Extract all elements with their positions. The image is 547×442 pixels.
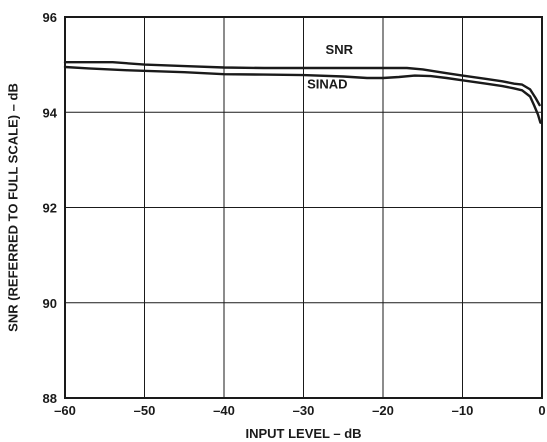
y-axis-title: SNR (REFERRED TO FULL SCALE) – dB [5,83,20,332]
x-tick-label: 0 [538,403,545,418]
tick-labels: –60 –50 –40 –30 –20 –10 0 88 90 92 94 96 [43,10,546,418]
y-tick-label: 92 [43,201,57,216]
x-tick-label: –40 [213,403,235,418]
series-line-sinad [63,65,542,124]
y-tick-label: 88 [43,391,57,406]
series-lines [63,61,542,124]
series-annotations: SNR SINAD [307,42,353,91]
series-label-sinad: SINAD [307,76,347,91]
x-tick-label: –30 [293,403,315,418]
x-axis-title: INPUT LEVEL – dB [245,426,361,441]
series-label-snr: SNR [326,42,354,57]
x-tick-label: –10 [452,403,474,418]
y-tick-label: 94 [43,105,58,120]
x-tick-label: –60 [54,403,76,418]
plot-frame [64,16,543,399]
y-tick-label: 90 [43,296,57,311]
series-line-snr [63,61,541,107]
y-tick-label: 96 [43,10,57,25]
x-tick-label: –20 [372,403,394,418]
x-tick-label: –50 [134,403,156,418]
